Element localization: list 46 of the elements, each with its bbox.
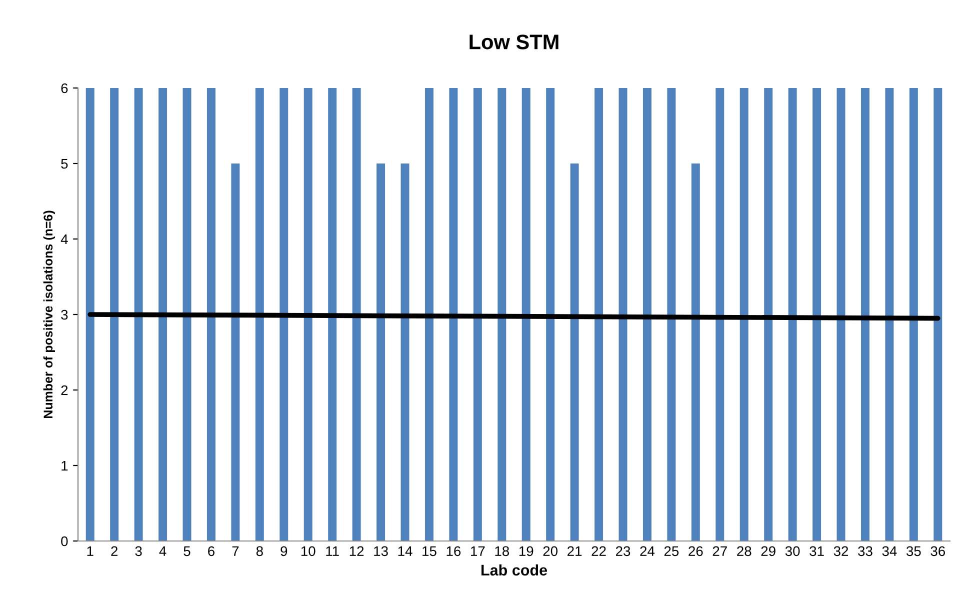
x-tick-label: 22	[592, 546, 606, 556]
x-tick-label: 8	[256, 546, 263, 556]
x-tick-label: 12	[350, 546, 364, 556]
x-tick-label: 1	[87, 546, 94, 556]
x-tick-label: 21	[568, 546, 582, 556]
x-tick-label: 28	[737, 546, 752, 556]
x-tick-label: 35	[906, 546, 921, 556]
x-tick-label: 9	[280, 546, 288, 556]
x-tick-label: 2	[111, 546, 118, 556]
x-tick-label: 17	[471, 546, 485, 556]
y-tick-label: 5	[61, 158, 68, 169]
y-axis-title: Number of positive isolations (n=6)	[43, 210, 55, 418]
x-tick-label: 16	[446, 546, 461, 556]
x-tick-label: 4	[159, 546, 166, 556]
x-tick-label: 25	[664, 546, 679, 556]
x-tick-label: 36	[930, 546, 946, 556]
x-tick-label: 31	[810, 546, 824, 556]
x-tick-label: 20	[543, 546, 558, 556]
x-tick-label: 19	[519, 546, 534, 556]
x-tick-label: 33	[858, 546, 872, 556]
x-tick-label: 24	[640, 546, 655, 556]
x-tick-label: 11	[326, 546, 339, 556]
x-tick-label: 26	[688, 546, 703, 556]
y-tick-label: 0	[61, 536, 68, 546]
y-tick-label: 3	[61, 310, 68, 320]
x-tick-label: 7	[232, 546, 239, 556]
x-axis-title: Lab code	[481, 564, 548, 576]
x-tick-label: 27	[712, 546, 727, 556]
x-tick-label: 18	[495, 546, 510, 556]
chart-title: Low STM	[470, 34, 558, 50]
x-tick-label: 10	[301, 546, 316, 556]
x-tick-label: 32	[834, 546, 848, 556]
y-tick-label: 6	[61, 83, 68, 94]
x-tick-label: 34	[882, 546, 897, 556]
y-tick-label: 2	[61, 385, 68, 396]
x-tick-label: 14	[398, 546, 412, 556]
x-tick-label: 23	[616, 546, 630, 556]
y-tick-label: 1	[62, 460, 68, 471]
x-tick-label: 30	[785, 546, 800, 556]
x-tick-label: 29	[761, 546, 776, 556]
y-tick-label: 4	[60, 234, 68, 244]
x-tick-label: 5	[184, 546, 190, 556]
x-tick-label: 15	[422, 546, 436, 556]
x-tick-label: 3	[135, 546, 142, 556]
x-tick-label: 6	[208, 546, 214, 556]
x-tick-label: 13	[374, 546, 388, 556]
